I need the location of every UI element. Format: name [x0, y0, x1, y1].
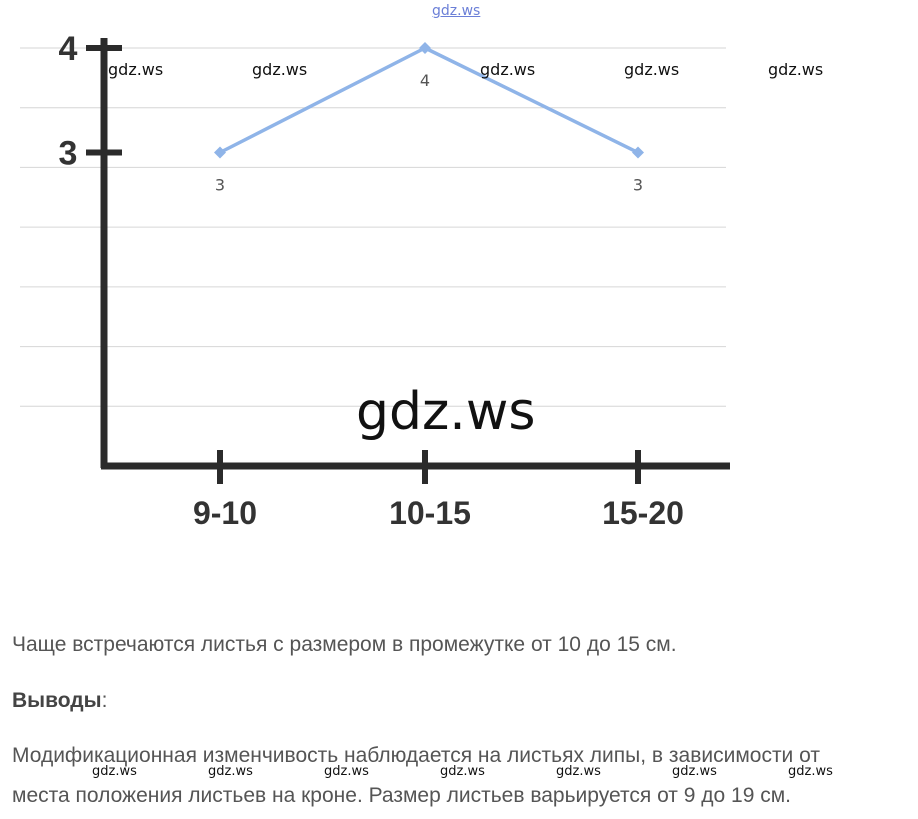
data-label: 3 — [215, 176, 225, 195]
conclusion-line-1: Модификационная изменчивость наблюдается… — [12, 744, 820, 767]
watermark: gdz.ws — [672, 764, 717, 779]
line-chart: 34 9-10 10-15 15-20 343 — [20, 30, 730, 531]
watermark: gdz.ws — [788, 764, 833, 779]
grid-lines — [20, 47, 726, 407]
x-tick-label: 15-20 — [602, 495, 684, 531]
watermark: gdz.ws — [768, 60, 824, 79]
watermark-large: gdz.ws — [356, 382, 536, 442]
conclusion-line-2: места положения листьев на кроне. Размер… — [12, 784, 791, 807]
y-tick-label: 4 — [59, 30, 78, 68]
axes — [100, 38, 730, 470]
watermark: gdz.ws — [624, 60, 680, 79]
watermark: gdz.ws — [208, 764, 253, 779]
conclusions-heading-label: Выводы — [12, 689, 102, 712]
data-point — [214, 146, 226, 159]
conclusions-heading: Выводы: — [12, 686, 107, 716]
observation-text: Чаще встречаются листья с размером в про… — [12, 633, 677, 656]
watermark-top: gdz.ws — [432, 3, 481, 19]
series-group: 3 4 3 — [214, 42, 644, 195]
watermark: gdz.ws — [252, 60, 308, 79]
watermark: gdz.ws — [440, 764, 485, 779]
watermark: gdz.ws — [480, 60, 536, 79]
data-label: 3 — [633, 176, 643, 195]
watermark: gdz.ws — [92, 764, 137, 779]
data-point — [632, 146, 644, 159]
y-tick-group: 34 — [59, 30, 122, 173]
watermark: gdz.ws — [556, 764, 601, 779]
conclusions-heading-colon: : — [101, 689, 108, 712]
x-tick-label: 10-15 — [389, 495, 471, 531]
watermark: gdz.ws — [108, 60, 164, 79]
x-tick-label: 9-10 — [193, 495, 257, 531]
data-point — [419, 42, 431, 54]
data-label: 4 — [420, 71, 430, 90]
x-tick-group: 9-10 10-15 15-20 — [193, 450, 684, 531]
y-tick-label: 3 — [59, 135, 78, 173]
watermark: gdz.ws — [324, 764, 369, 779]
